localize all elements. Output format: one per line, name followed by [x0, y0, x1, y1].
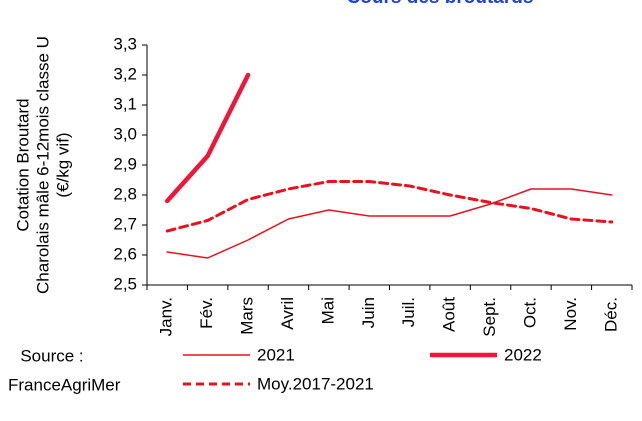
y-tick-label: 2,8 [113, 184, 137, 203]
x-tick-label: Déc. [601, 297, 620, 332]
x-tick-label: Mars [238, 297, 257, 335]
series-line [166, 188, 613, 259]
x-tick-label: Avril [278, 297, 297, 330]
y-axis-label: Cotation Broutard [13, 98, 32, 231]
legend-label: 2021 [257, 345, 295, 364]
y-tick-label: 3,1 [113, 94, 137, 113]
series-line [164, 72, 251, 204]
y-tick-label: 2,5 [113, 274, 137, 293]
x-tick-label: Juil. [399, 297, 418, 327]
y-tick-label: 2,9 [113, 154, 137, 173]
x-tick-label: Oct. [520, 297, 539, 328]
y-axis-label: (€/kg vif) [53, 132, 72, 197]
source-label: Source : [20, 346, 83, 365]
x-tick-label: Mai [318, 297, 337, 324]
y-tick-label: 3,0 [113, 124, 137, 143]
x-tick-label: Juin [359, 297, 378, 328]
x-tick-label: Août [440, 297, 459, 332]
source-name: FranceAgriMer [8, 375, 121, 394]
x-tick-label: Janv. [157, 297, 176, 336]
legend-label: 2022 [504, 345, 542, 364]
chart-title: Cours des broutards [347, 0, 534, 8]
y-tick-label: 3,2 [113, 64, 137, 83]
x-tick-label: Nov. [561, 297, 580, 331]
legend-label: Moy.2017-2021 [257, 374, 374, 393]
y-tick-label: 2,7 [113, 214, 137, 233]
x-tick-label: Sept. [480, 297, 499, 337]
series-line [165, 180, 614, 233]
y-axis-label: Charolais mâle 6-12mois classe U [33, 36, 52, 294]
y-tick-label: 3,3 [113, 34, 137, 53]
y-tick-label: 2,6 [113, 244, 137, 263]
x-tick-label: Fév. [197, 297, 216, 329]
